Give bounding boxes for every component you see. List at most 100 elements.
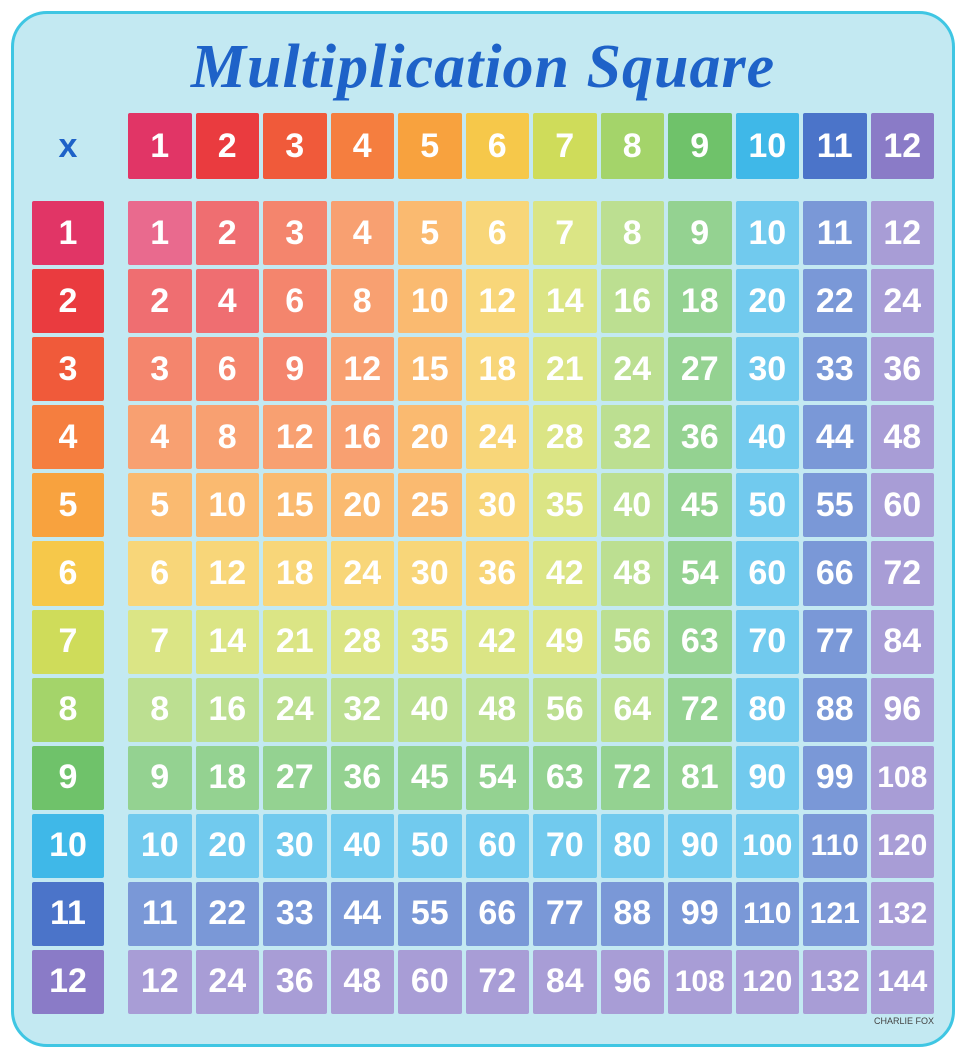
cell-2-2: 4 bbox=[196, 269, 260, 333]
spacer bbox=[108, 473, 124, 537]
cell-8-4: 32 bbox=[331, 678, 395, 742]
cell-6-5: 30 bbox=[398, 541, 462, 605]
cell-7-7: 49 bbox=[533, 610, 597, 674]
cell-4-11: 44 bbox=[803, 405, 867, 469]
cell-3-1: 3 bbox=[128, 337, 192, 401]
cell-5-11: 55 bbox=[803, 473, 867, 537]
cell-9-8: 72 bbox=[601, 746, 665, 810]
spacer bbox=[398, 183, 462, 197]
spacer bbox=[871, 183, 935, 197]
cell-3-8: 24 bbox=[601, 337, 665, 401]
cell-8-9: 72 bbox=[668, 678, 732, 742]
cell-5-6: 30 bbox=[466, 473, 530, 537]
cell-11-4: 44 bbox=[331, 882, 395, 946]
cell-11-9: 99 bbox=[668, 882, 732, 946]
row-header-2: 2 bbox=[32, 269, 104, 333]
row-header-12: 12 bbox=[32, 950, 104, 1014]
spacer bbox=[108, 113, 124, 179]
cell-2-7: 14 bbox=[533, 269, 597, 333]
cell-5-2: 10 bbox=[196, 473, 260, 537]
cell-10-4: 40 bbox=[331, 814, 395, 878]
cell-7-8: 56 bbox=[601, 610, 665, 674]
cell-2-10: 20 bbox=[736, 269, 800, 333]
cell-1-12: 12 bbox=[871, 201, 935, 265]
cell-12-6: 72 bbox=[466, 950, 530, 1014]
cell-11-5: 55 bbox=[398, 882, 462, 946]
spacer bbox=[108, 746, 124, 810]
cell-11-2: 22 bbox=[196, 882, 260, 946]
cell-9-7: 63 bbox=[533, 746, 597, 810]
cell-12-9: 108 bbox=[668, 950, 732, 1014]
col-header-12: 12 bbox=[871, 113, 935, 179]
cell-1-8: 8 bbox=[601, 201, 665, 265]
spacer bbox=[108, 610, 124, 674]
cell-6-7: 42 bbox=[533, 541, 597, 605]
col-header-7: 7 bbox=[533, 113, 597, 179]
cell-11-1: 11 bbox=[128, 882, 192, 946]
cell-8-3: 24 bbox=[263, 678, 327, 742]
row-header-5: 5 bbox=[32, 473, 104, 537]
cell-3-5: 15 bbox=[398, 337, 462, 401]
spacer bbox=[108, 337, 124, 401]
cell-12-8: 96 bbox=[601, 950, 665, 1014]
cell-11-3: 33 bbox=[263, 882, 327, 946]
spacer bbox=[331, 183, 395, 197]
col-header-4: 4 bbox=[331, 113, 395, 179]
cell-6-10: 60 bbox=[736, 541, 800, 605]
spacer bbox=[108, 814, 124, 878]
cell-12-7: 84 bbox=[533, 950, 597, 1014]
cell-4-1: 4 bbox=[128, 405, 192, 469]
cell-8-8: 64 bbox=[601, 678, 665, 742]
cell-3-2: 6 bbox=[196, 337, 260, 401]
cell-7-2: 14 bbox=[196, 610, 260, 674]
spacer bbox=[108, 405, 124, 469]
row-header-4: 4 bbox=[32, 405, 104, 469]
cell-1-10: 10 bbox=[736, 201, 800, 265]
spacer bbox=[803, 183, 867, 197]
cell-4-10: 40 bbox=[736, 405, 800, 469]
cell-10-7: 70 bbox=[533, 814, 597, 878]
row-header-3: 3 bbox=[32, 337, 104, 401]
cell-2-9: 18 bbox=[668, 269, 732, 333]
cell-8-6: 48 bbox=[466, 678, 530, 742]
cell-10-3: 30 bbox=[263, 814, 327, 878]
col-header-3: 3 bbox=[263, 113, 327, 179]
cell-3-11: 33 bbox=[803, 337, 867, 401]
cell-8-11: 88 bbox=[803, 678, 867, 742]
cell-2-3: 6 bbox=[263, 269, 327, 333]
cell-6-4: 24 bbox=[331, 541, 395, 605]
multiplication-board: Multiplication Square x12345678910111211… bbox=[11, 11, 955, 1047]
spacer bbox=[668, 183, 732, 197]
col-header-1: 1 bbox=[128, 113, 192, 179]
cell-10-9: 90 bbox=[668, 814, 732, 878]
cell-5-8: 40 bbox=[601, 473, 665, 537]
cell-7-1: 7 bbox=[128, 610, 192, 674]
cell-9-4: 36 bbox=[331, 746, 395, 810]
spacer bbox=[196, 183, 260, 197]
cell-7-11: 77 bbox=[803, 610, 867, 674]
cell-5-5: 25 bbox=[398, 473, 462, 537]
cell-6-3: 18 bbox=[263, 541, 327, 605]
cell-4-4: 16 bbox=[331, 405, 395, 469]
col-header-11: 11 bbox=[803, 113, 867, 179]
cell-7-4: 28 bbox=[331, 610, 395, 674]
cell-12-11: 132 bbox=[803, 950, 867, 1014]
cell-4-2: 8 bbox=[196, 405, 260, 469]
cell-10-1: 10 bbox=[128, 814, 192, 878]
spacer bbox=[128, 183, 192, 197]
cell-11-10: 110 bbox=[736, 882, 800, 946]
row-header-11: 11 bbox=[32, 882, 104, 946]
cell-12-12: 144 bbox=[871, 950, 935, 1014]
cell-3-7: 21 bbox=[533, 337, 597, 401]
cell-8-10: 80 bbox=[736, 678, 800, 742]
cell-7-9: 63 bbox=[668, 610, 732, 674]
cell-2-11: 22 bbox=[803, 269, 867, 333]
cell-12-4: 48 bbox=[331, 950, 395, 1014]
cell-10-10: 100 bbox=[736, 814, 800, 878]
cell-2-1: 2 bbox=[128, 269, 192, 333]
cell-7-3: 21 bbox=[263, 610, 327, 674]
cell-11-12: 132 bbox=[871, 882, 935, 946]
cell-5-1: 5 bbox=[128, 473, 192, 537]
corner-symbol: x bbox=[32, 113, 104, 179]
cell-1-9: 9 bbox=[668, 201, 732, 265]
